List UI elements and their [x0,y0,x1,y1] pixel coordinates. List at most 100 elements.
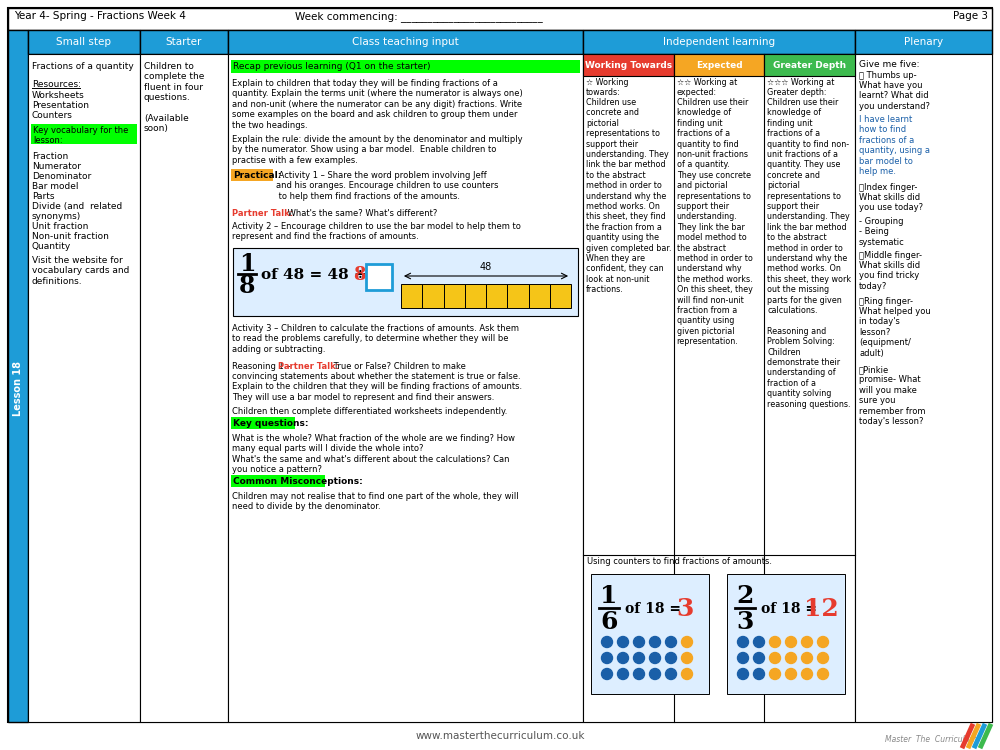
Circle shape [818,637,828,647]
Text: What helped you
in today's
lesson?
(equipment/
adult): What helped you in today's lesson? (equi… [859,307,931,358]
Text: 💍Ring finger-: 💍Ring finger- [859,297,913,306]
Bar [465,284,486,308]
Circle shape [618,637,629,647]
Text: Recap previous learning (Q1 on the starter): Recap previous learning (Q1 on the start… [233,62,430,71]
Bar [422,284,444,308]
Text: Working Towards: Working Towards [585,61,672,70]
Text: Partner Talk:: Partner Talk: [232,209,293,218]
Bar [583,54,855,722]
Circle shape [770,652,780,664]
Text: ☆☆☆ Working at
Greater depth:: ☆☆☆ Working at Greater depth: [767,78,835,98]
Circle shape [602,668,612,680]
Text: of 48 = 48 ÷: of 48 = 48 ÷ [261,268,372,282]
Text: Year 4- Spring - Fractions Week 4: Year 4- Spring - Fractions Week 4 [14,11,186,21]
Text: Visit the website for
vocabulary cards and
definitions.: Visit the website for vocabulary cards a… [32,256,129,286]
Text: 6: 6 [600,610,618,634]
Text: 1: 1 [239,252,255,276]
Text: Small step: Small step [56,37,112,47]
Text: Class teaching input: Class teaching input [352,37,459,47]
Text: Activity 3 – Children to calculate the fractions of amounts. Ask them
to read th: Activity 3 – Children to calculate the f… [232,324,519,354]
Bar [855,54,992,722]
Circle shape [618,652,629,664]
Text: Independent learning: Independent learning [663,37,775,47]
Bar [8,8,992,30]
Text: 3: 3 [676,597,694,621]
Text: What skills did
you find tricky
today?: What skills did you find tricky today? [859,261,920,291]
Text: Children use their
knowledge of
finding unit
fractions of a
quantity to find
non: Children use their knowledge of finding … [677,98,753,346]
Bar [140,54,228,722]
Circle shape [754,668,765,680]
Text: Divide (and  related: Divide (and related [32,202,122,211]
Text: 3: 3 [736,610,754,634]
Bar [140,30,228,54]
Text: True or False? Children to make: True or False? Children to make [331,362,466,371]
Text: 🤙Pinkie
promise- What
will you make
sure you
remember from
today's lesson?: 🤙Pinkie promise- What will you make sure… [859,365,926,426]
Text: Non-unit fraction: Non-unit fraction [32,232,109,241]
Bar [550,284,571,308]
Text: of 18 =: of 18 = [761,602,817,616]
Text: Numerator: Numerator [32,162,81,171]
Text: ☆☆ Working at
expected:: ☆☆ Working at expected: [677,78,737,98]
Text: convincing statements about whether the statement is true or false.
Explain to t: convincing statements about whether the … [232,372,522,402]
Bar [231,60,580,73]
Text: 2: 2 [736,584,754,608]
Circle shape [802,637,812,647]
Text: - Grouping
- Being
systematic: - Grouping - Being systematic [859,217,905,247]
Bar [31,124,137,144]
Circle shape [682,668,692,680]
Text: Give me five:: Give me five: [859,60,920,69]
Text: 👆Index finger-: 👆Index finger- [859,183,917,192]
Circle shape [650,668,660,680]
Text: Lesson 18: Lesson 18 [13,361,23,416]
Text: Children use their
knowledge of
finding unit
fractions of a
quantity to find non: Children use their knowledge of finding … [767,98,851,409]
Text: 48: 48 [480,262,492,272]
Text: Key vocabulary for the
lesson:: Key vocabulary for the lesson: [33,126,128,146]
Bar [444,284,465,308]
Text: Counters: Counters [32,111,73,120]
Bar [228,30,583,54]
Circle shape [650,652,660,664]
Bar [674,54,764,76]
Bar [764,54,855,76]
Circle shape [666,637,676,647]
Bar [583,30,855,54]
Bar [591,574,709,694]
Bar [233,248,578,316]
Text: Week commencing: ___________________________: Week commencing: _______________________… [295,11,543,22]
Bar [231,475,325,487]
Text: Explain to children that today they will be finding fractions of a
quantity. Exp: Explain to children that today they will… [232,79,523,130]
Circle shape [770,668,780,680]
Circle shape [818,668,828,680]
Text: Common Misconceptions:: Common Misconceptions: [233,477,363,486]
Text: synonyms): synonyms) [32,212,81,221]
Text: Unit fraction: Unit fraction [32,222,88,231]
Text: Children may not realise that to find one part of the whole, they will
need to d: Children may not realise that to find on… [232,492,519,512]
Text: Fractions of a quantity: Fractions of a quantity [32,62,134,71]
Bar [28,54,140,722]
Text: www.masterthecurriculum.co.uk: www.masterthecurriculum.co.uk [415,731,585,741]
Text: Children use
concrete and
pictorial
representations to
support their
understandi: Children use concrete and pictorial repr… [586,98,672,294]
Text: Explain the rule: divide the amount by the denominator and multiply
by the numer: Explain the rule: divide the amount by t… [232,135,523,165]
Circle shape [602,652,612,664]
Circle shape [786,652,796,664]
Text: Page 3: Page 3 [953,11,988,21]
Text: Presentation: Presentation [32,101,89,110]
Text: Fraction: Fraction [32,152,68,161]
Text: What's the same? What's different?: What's the same? What's different? [285,209,437,218]
Text: Activity 1 – Share the word problem involving Jeff
and his oranges. Encourage ch: Activity 1 – Share the word problem invo… [276,171,498,201]
Text: Expected: Expected [696,61,742,70]
Circle shape [738,668,748,680]
Text: Worksheets: Worksheets [32,91,85,100]
Text: What is the whole? What fraction of the whole are we finding? How
many equal par: What is the whole? What fraction of the … [232,434,515,474]
Circle shape [682,637,692,647]
Circle shape [786,637,796,647]
Bar [583,54,674,76]
Text: 8: 8 [353,266,366,284]
Text: Denominator: Denominator [32,172,91,181]
Bar [507,284,528,308]
Text: Resources:: Resources: [32,80,81,89]
Text: 1: 1 [600,584,618,608]
Bar [28,30,140,54]
Text: Plenary: Plenary [904,37,943,47]
Text: Bar model: Bar model [32,182,78,191]
